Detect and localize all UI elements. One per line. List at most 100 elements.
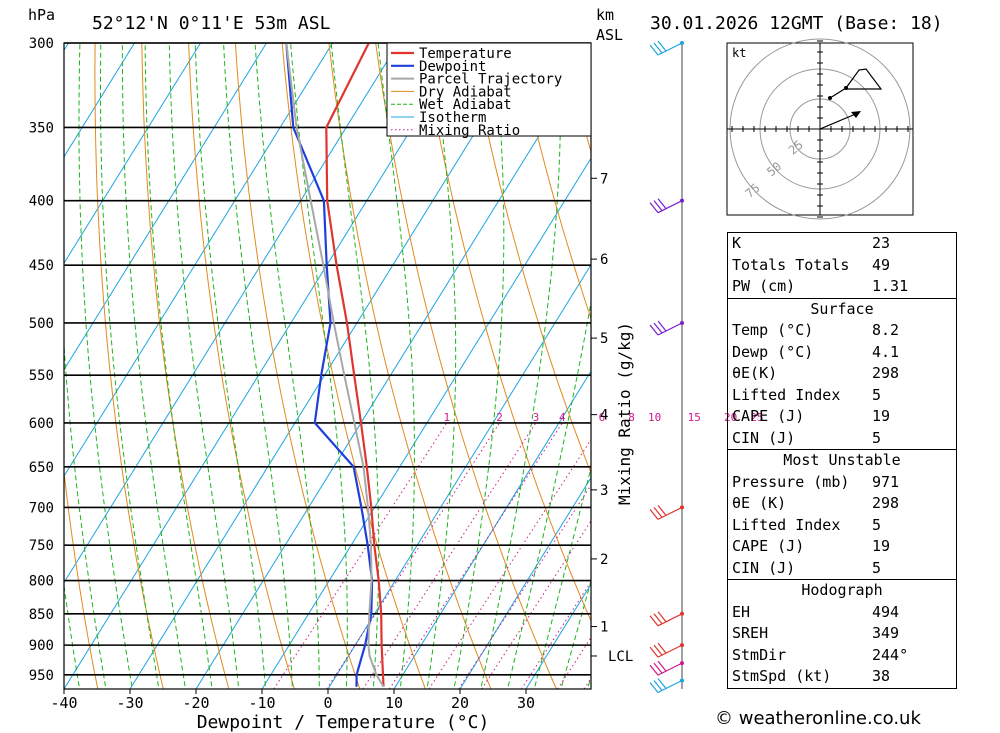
x-tick-label: 30 [517,694,535,712]
km-tick-label: 5 [600,331,608,347]
surface-label: Dewp (°C) [732,342,814,361]
isotherm-line [129,43,531,689]
pressure-tick-label: 650 [29,460,54,476]
most-unstable-value: 5 [872,515,882,534]
isotherm-line [64,43,267,371]
hodograph-stat-value: 349 [872,624,900,642]
surface-section: Surface Temp (°C) 8.2 Dewp (°C) 4.1 θE(K) 298… [728,297,956,450]
hodograph-stat-label: StmSpd (kt) [732,667,832,685]
km-tick-label: 4 [600,408,608,424]
surface-row: Temp (°C) 8.2 [728,320,956,342]
isotherm-line [64,43,465,689]
copyright-footer: © weatheronline.co.uk [715,708,921,729]
wind-barb-feather [657,678,667,689]
index-row: PW (cm) 1.31 [728,276,956,298]
legend-entry: Isotherm [419,110,486,126]
surface-row: CAPE (J) 19 [728,406,956,428]
wind-barb-feather [657,660,667,672]
pressure-tick-label: 450 [29,258,54,274]
pressure-tick-label: 700 [29,500,54,516]
wet-adiabat [194,43,266,687]
profile-series [285,43,385,688]
surface-label: θE(K) [732,364,778,382]
wind-barb-feather [653,662,663,674]
mixing-ratio-line [557,636,591,689]
most-unstable-row: CAPE (J) 19 [728,536,956,558]
wind-barb-feather [649,615,659,627]
isotherm-line [64,43,333,478]
dry-adiabat [141,43,230,689]
wet-adiabat [78,43,133,687]
series-line-parcel-trajectory [285,43,385,688]
wet-adiabat [480,43,562,687]
most-unstable-row: CIN (J) 5 [728,558,956,580]
pressure-tick-label: 750 [29,538,54,554]
pressure-tick-label: 550 [29,368,54,384]
mixing-ratio-labels: 1 2 3 4 6 8 10 15 20 25 [443,411,763,424]
wet-adiabat [64,582,80,687]
mixing-ratio-value: 3 [533,411,540,424]
x-tick-label: -20 [182,694,209,712]
index-row: K 23 [728,233,956,255]
most-unstable-label: CAPE (J) [732,537,805,555]
dry-adiabat [328,43,492,689]
wind-barb-feather [649,44,659,56]
surface-value: 4.1 [872,342,900,361]
dry-adiabat [281,43,426,689]
wind-barb-feather [657,40,667,52]
mixing-ratio-axis-label: Mixing Ratio (g/kg) [615,322,634,505]
mixing-ratio-value: 10 [648,411,661,424]
legend-entry: Temperature [419,46,512,62]
wind-barb-feather [649,324,659,336]
surface-label: Lifted Index [732,385,841,404]
wind-barb-feather [653,644,663,656]
index-label: PW (cm) [732,277,796,295]
hodograph-stat-row: EH 494 [728,602,956,624]
pressure-tick-label: 600 [29,416,54,432]
stability-indices-table: K 23 Totals Totals 49 PW (cm) 1.31 Surface Te… [727,232,957,689]
isotherm-line [64,43,201,265]
hodograph-stat-value: 38 [872,667,891,685]
surface-value: 298 [872,364,900,382]
wet-adiabat [534,465,591,687]
surface-value: 5 [872,428,882,447]
surface-label: CIN (J) [732,428,796,447]
km-label: km [596,6,614,24]
hodograph-unit: kt [732,46,746,60]
surface-row: Dewp (°C) 4.1 [728,342,956,364]
isotherm-line [64,43,69,52]
dry-adiabat [375,43,557,689]
hodograph-stat-label: SREH [732,624,769,642]
isotherm-line [64,43,399,584]
km-tick-label: 7 [600,171,608,187]
mixing-ratio-line [481,519,591,689]
most-unstable-value: 971 [872,472,900,491]
surface-row: CIN (J) 5 [728,428,956,450]
hodograph-point [844,86,848,90]
legend-entry: Dewpoint [419,59,486,75]
dry-adiabat [422,43,591,623]
wind-barb-feather [653,42,663,54]
wind-barb-feather [649,664,659,676]
x-tick-label: -10 [248,694,275,712]
hodograph-stat-label: EH [732,602,751,621]
x-tick-label: 0 [323,694,332,712]
wind-barb-feather [649,682,659,693]
x-axis-title: Dewpoint / Temperature (°C) [197,712,490,733]
most-unstable-row: Lifted Index 5 [728,515,956,537]
mixing-ratio-line [362,422,537,689]
mixing-ratio-value: 15 [688,411,701,424]
x-tick-label: -30 [116,694,143,712]
wind-barb-feather [653,680,663,691]
storm-motion-arrow [819,112,859,130]
hodograph-title: Hodograph [801,581,883,599]
wind-barb-feather [649,509,659,520]
index-value: 49 [872,255,891,274]
mixing-ratio-line [326,422,501,689]
km-tick-label: 6 [600,252,608,268]
series-line-temperature [325,43,385,687]
axes: 3003504004505005506006507007508008509009… [29,36,634,733]
wind-profile [649,40,684,694]
isotherm-line [327,263,591,689]
